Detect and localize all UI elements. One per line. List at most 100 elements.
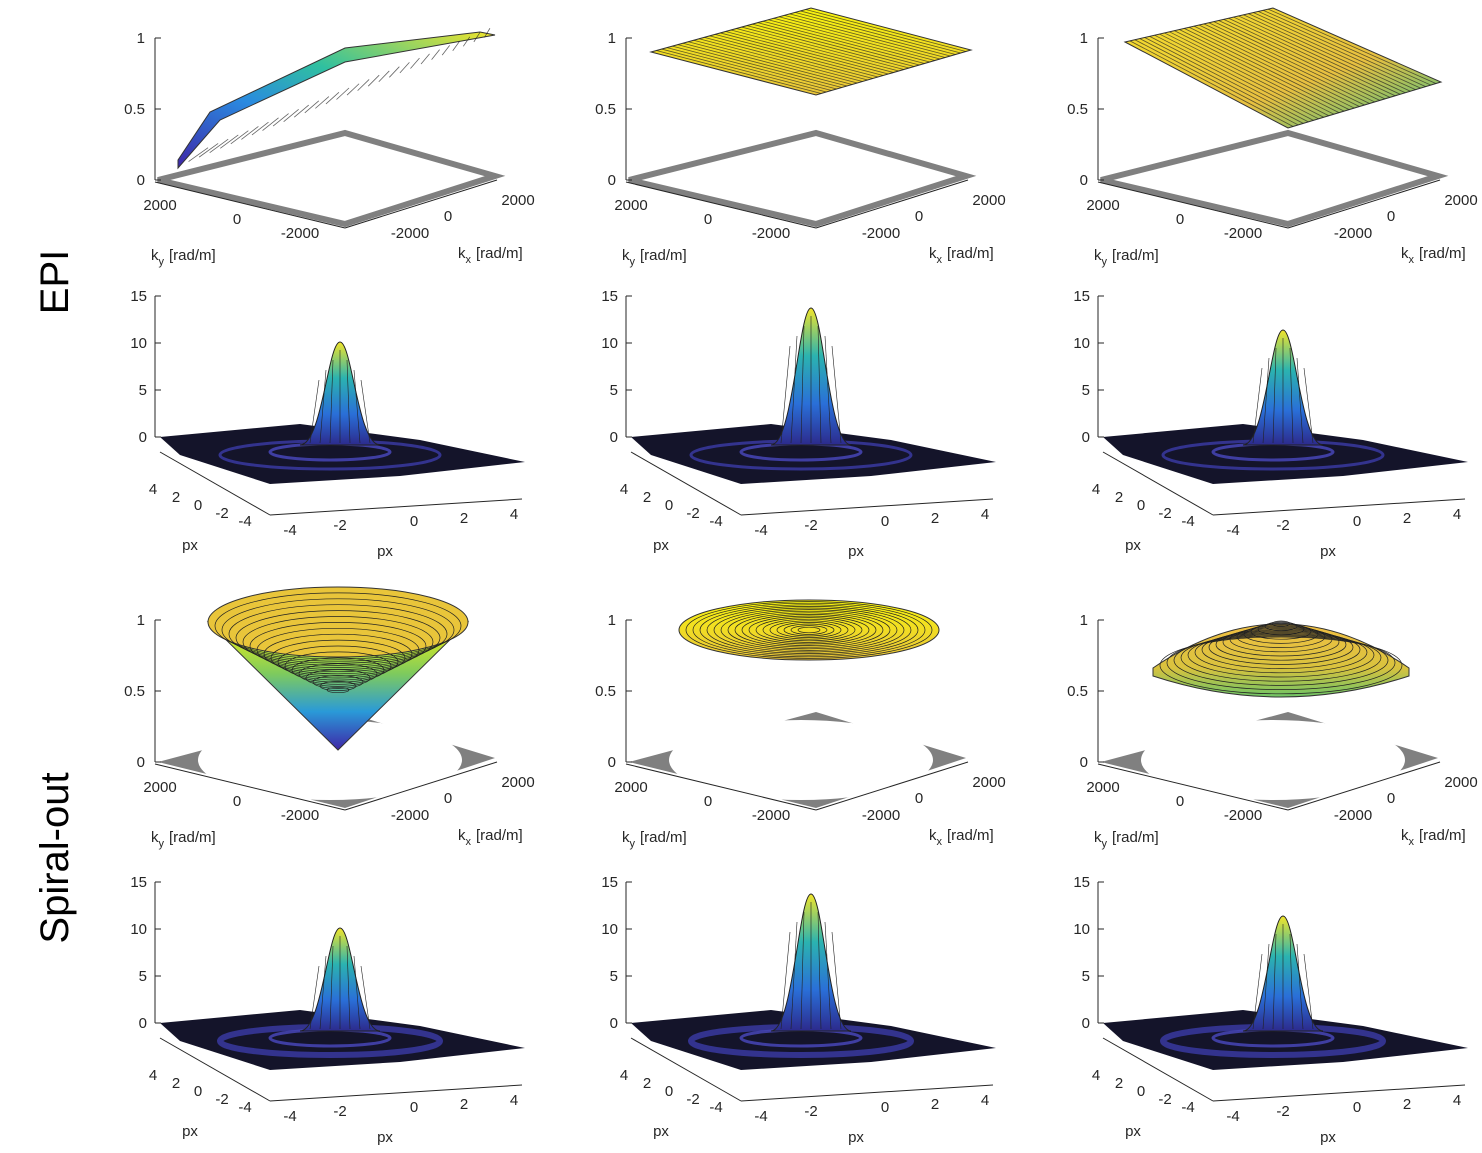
y-tick-label: 4	[1092, 481, 1100, 498]
surface-line	[656, 50, 822, 94]
label-subscript: x	[466, 836, 472, 848]
z-tick-label: 0	[610, 429, 618, 446]
surface-line	[1233, 16, 1401, 95]
label-unit: [rad/m]	[476, 827, 523, 844]
surface-line	[736, 28, 899, 72]
surface-line	[242, 616, 434, 668]
floor-disc	[1141, 720, 1405, 800]
surface-line	[1222, 627, 1340, 657]
z-tick-label: 0	[137, 172, 145, 189]
x-axis	[740, 498, 994, 516]
surface-line	[262, 117, 279, 131]
surface-line	[420, 53, 430, 65]
surface-line	[783, 623, 835, 637]
label-symbol: k	[151, 247, 159, 264]
label-subscript: y	[1102, 256, 1108, 268]
x-tick-label: -4	[283, 522, 296, 539]
surface-line	[698, 38, 863, 82]
surface-line	[1166, 635, 1396, 690]
z-tick-label: 10	[1073, 921, 1090, 938]
z-tick-label: 5	[1082, 968, 1090, 985]
z-tick-label: 5	[139, 968, 147, 985]
surface-line	[741, 26, 904, 70]
surface-line	[357, 79, 370, 91]
y-tick-label: -2000	[752, 225, 790, 242]
axis-label: px	[1125, 1123, 1141, 1140]
z-tick-label: 1	[137, 612, 145, 629]
surface-line	[688, 41, 853, 85]
x-tick-label: 2	[1403, 1096, 1411, 1113]
z-tick-label: 0	[608, 754, 616, 771]
surface-line	[312, 675, 364, 689]
surface-line	[1174, 30, 1340, 114]
floor-disc	[669, 720, 933, 800]
surface-line	[1139, 38, 1304, 124]
z-tick-label: 15	[130, 874, 147, 891]
z-tick-label: 1	[1080, 612, 1088, 629]
z-tick-label: 0	[610, 1015, 618, 1032]
surface-line	[824, 335, 832, 444]
y-tick-label: -2	[686, 1091, 699, 1108]
x-axis	[1212, 498, 1466, 516]
z-tick-label: 15	[601, 288, 618, 305]
axis-label: px	[848, 543, 864, 560]
axis-label: px	[1125, 537, 1141, 554]
x-tick-label: 2000	[1444, 192, 1477, 209]
surface-line	[1296, 357, 1304, 444]
row-label: Spiral-out	[33, 772, 77, 943]
surface-line	[800, 10, 961, 54]
y-tick-label: 0	[665, 1083, 673, 1100]
y-tick-label: 4	[620, 1067, 628, 1084]
surface-line	[329, 359, 334, 444]
y-axis	[630, 451, 742, 516]
z-tick-label: 5	[610, 382, 618, 399]
y-tick-label: 0	[194, 1083, 202, 1100]
y-tick-label: -4	[238, 513, 251, 530]
label-unit: [rad/m]	[640, 247, 687, 264]
z-tick-label: 0.5	[124, 683, 145, 700]
y-tick-label: -4	[238, 1099, 251, 1116]
x-tick-label: 2000	[1444, 774, 1477, 791]
surface-line	[221, 598, 455, 662]
x-tick-label: 2000	[972, 774, 1005, 791]
z-tick-label: 0	[139, 429, 147, 446]
z-tick-label: 10	[601, 921, 618, 938]
surface-line	[360, 965, 371, 1030]
x-tick-label: -2000	[862, 225, 900, 242]
surface-line	[1257, 622, 1305, 636]
axis-label: ky [rad/m]	[151, 247, 216, 268]
surface-line	[346, 945, 351, 1030]
x-tick-label: -4	[1226, 1108, 1239, 1125]
x-axis	[344, 761, 498, 811]
surface-line	[720, 32, 884, 76]
surface-line	[780, 931, 791, 1030]
z-tick-label: 10	[601, 335, 618, 352]
surface-line	[410, 57, 420, 69]
surface-line	[790, 335, 798, 444]
surface-line	[319, 369, 327, 444]
z-tick-label: 0.5	[595, 101, 616, 118]
axis-label: kx [rad/m]	[1401, 827, 1466, 848]
surface-line	[304, 100, 320, 114]
surface-line	[1303, 367, 1314, 444]
surface-line	[346, 359, 351, 444]
x-axis	[1212, 1084, 1466, 1102]
z-tick-label: 1	[608, 612, 616, 629]
surface-line	[277, 645, 399, 679]
label-subscript: y	[630, 256, 636, 268]
surface-line	[399, 62, 410, 74]
z-tick-label: 10	[130, 921, 147, 938]
surface-line	[714, 34, 879, 78]
label-unit: [rad/m]	[947, 827, 994, 844]
label-symbol: k	[1401, 827, 1409, 844]
x-axis	[815, 179, 969, 229]
z-tick-label: 0.5	[595, 683, 616, 700]
axis-label: px	[377, 543, 393, 560]
surface-line	[188, 147, 209, 162]
z-tick-label: 0	[1082, 429, 1090, 446]
y-tick-label: 0	[233, 793, 241, 810]
y-axis	[1102, 451, 1214, 516]
